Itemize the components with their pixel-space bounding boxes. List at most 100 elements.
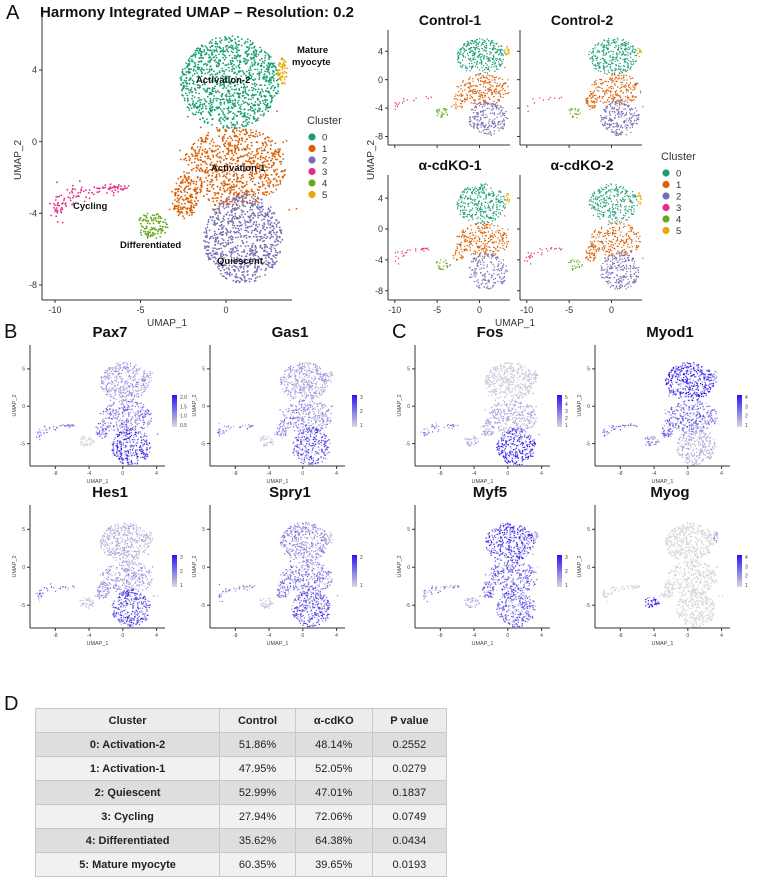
- cell-point: [151, 228, 153, 231]
- cell-point: [276, 219, 278, 222]
- cell-point: [226, 137, 229, 140]
- cell-point: [611, 42, 613, 44]
- cell-point: [214, 224, 216, 226]
- cell-point: [265, 267, 268, 270]
- cell-point: [216, 144, 219, 147]
- cell-point: [634, 87, 636, 89]
- cell-point: [560, 96, 562, 99]
- cell-point: [250, 98, 252, 101]
- cell-point: [265, 79, 267, 81]
- cell-point: [603, 72, 606, 74]
- cell-point: [457, 51, 459, 53]
- cell-point: [205, 169, 208, 171]
- cell-point: [211, 124, 214, 126]
- cell-point: [480, 62, 483, 65]
- cell-point: [236, 178, 239, 181]
- cell-point: [208, 61, 211, 64]
- cell-point: [231, 205, 234, 208]
- cell-point: [225, 232, 228, 235]
- cell-point: [441, 114, 443, 116]
- cell-point: [232, 48, 235, 51]
- cell-point: [220, 116, 222, 119]
- cell-point: [497, 54, 500, 56]
- cell-point: [271, 225, 273, 228]
- cell-point: [212, 237, 215, 240]
- cell-point: [473, 41, 476, 43]
- cell-point: [533, 102, 536, 104]
- cell-point: [474, 49, 477, 51]
- cell-point: [501, 85, 504, 88]
- cell-point: [606, 65, 609, 67]
- cell-point: [247, 94, 250, 97]
- cell-point: [204, 91, 207, 93]
- cell-point: [594, 67, 596, 70]
- cell-point: [190, 169, 193, 172]
- cell-point: [189, 182, 192, 185]
- cell-point: [624, 86, 626, 89]
- cell-point: [248, 89, 251, 92]
- cell-point: [476, 85, 478, 87]
- cell-point: [245, 45, 248, 48]
- cell-point: [483, 49, 486, 51]
- cell-point: [220, 233, 223, 236]
- cell-point: [230, 238, 233, 240]
- cell-point: [625, 113, 628, 116]
- cell-point: [193, 65, 195, 68]
- cell-point: [273, 71, 275, 73]
- cell-point: [595, 82, 597, 85]
- cell-point: [235, 115, 238, 117]
- cell-point: [499, 113, 501, 115]
- cell-point: [238, 107, 241, 109]
- cell-point: [237, 236, 240, 239]
- cell-point: [232, 222, 235, 225]
- cell-point: [160, 232, 163, 234]
- cell-point: [610, 69, 612, 71]
- cell-point: [263, 240, 266, 242]
- cell-point: [398, 102, 400, 104]
- cell-point: [608, 43, 610, 45]
- cell-point: [240, 44, 243, 47]
- cell-point: [138, 218, 141, 221]
- cell-point: [212, 156, 215, 158]
- cell-point: [206, 118, 208, 121]
- cell-point: [632, 114, 635, 117]
- cell-point: [185, 210, 188, 213]
- cell-point: [80, 188, 82, 191]
- cell-point: [597, 90, 600, 93]
- cell-point: [83, 200, 86, 203]
- cell-point: [245, 226, 247, 229]
- cell-point: [222, 205, 225, 208]
- cell-point: [221, 137, 224, 140]
- cell-point: [274, 66, 277, 69]
- cell-point: [625, 41, 627, 43]
- y-tick-label: -8: [29, 280, 37, 290]
- cell-point: [231, 248, 234, 251]
- cell-point: [625, 134, 627, 136]
- cell-point: [209, 107, 211, 110]
- cell-point: [225, 173, 228, 176]
- cell-point: [187, 207, 189, 210]
- cell-point: [251, 86, 253, 89]
- cell-point: [222, 111, 225, 114]
- cell-point: [218, 202, 221, 205]
- cell-point: [256, 239, 259, 241]
- cell-point: [586, 101, 589, 103]
- cell-point: [233, 116, 235, 118]
- cell-point: [185, 62, 188, 64]
- cell-point: [258, 275, 261, 278]
- cell-point: [482, 103, 484, 106]
- cell-point: [182, 206, 185, 209]
- cell-point: [221, 250, 224, 253]
- cell-point: [248, 46, 251, 48]
- cell-point: [66, 188, 69, 191]
- cell-point: [194, 113, 197, 116]
- cell-point: [256, 150, 258, 153]
- cell-point: [602, 45, 604, 48]
- cell-point: [503, 112, 506, 115]
- cell-point: [203, 63, 206, 66]
- cell-point: [601, 82, 604, 85]
- cell-point: [497, 92, 499, 94]
- cell-point: [254, 120, 257, 122]
- y-tick-label: 4: [32, 65, 37, 75]
- cell-point: [204, 99, 207, 102]
